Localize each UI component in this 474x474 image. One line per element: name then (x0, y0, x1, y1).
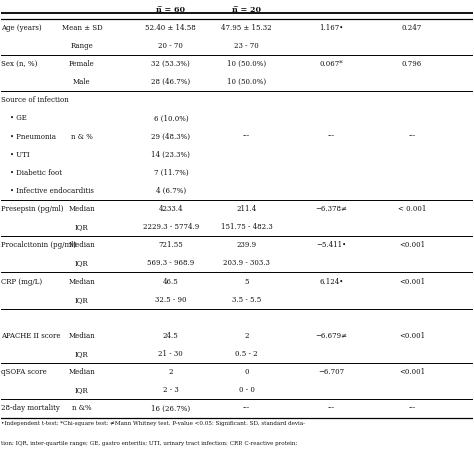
Text: Median: Median (69, 278, 95, 285)
Text: n̅ = 20: n̅ = 20 (232, 6, 261, 14)
Text: Range: Range (71, 42, 93, 50)
Text: tion; IQR, inter-quartile range; GE, gastro enteritis; UTI, urinary tract infect: tion; IQR, inter-quartile range; GE, gas… (0, 441, 297, 446)
Text: qSOFA score: qSOFA score (1, 368, 47, 376)
Text: −6.707: −6.707 (319, 368, 345, 376)
Text: 28-day mortality: 28-day mortality (1, 404, 60, 412)
Text: 4233.4: 4233.4 (159, 205, 183, 213)
Text: 0: 0 (244, 368, 249, 376)
Text: ---: --- (243, 133, 250, 140)
Text: Female: Female (69, 60, 95, 68)
Text: 3.5 - 5.5: 3.5 - 5.5 (232, 296, 261, 304)
Text: ---: --- (408, 133, 415, 140)
Text: n &%: n &% (72, 404, 92, 412)
Text: • Pneumonia: • Pneumonia (9, 133, 55, 140)
Text: ---: --- (408, 404, 415, 412)
Text: • GE: • GE (9, 114, 27, 122)
Text: 6.124•: 6.124• (319, 278, 344, 285)
Text: 46.5: 46.5 (163, 278, 179, 285)
Text: • Diabetic foot: • Diabetic foot (9, 169, 62, 177)
Text: 14 (23.3%): 14 (23.3%) (151, 151, 190, 159)
Text: Median: Median (69, 332, 95, 340)
Text: 24.5: 24.5 (163, 332, 179, 340)
Text: IQR: IQR (75, 350, 89, 358)
Text: 0.5 - 2: 0.5 - 2 (235, 350, 258, 358)
Text: IQR: IQR (75, 386, 89, 394)
Text: 2: 2 (244, 332, 249, 340)
Text: 0.796: 0.796 (402, 60, 422, 68)
Text: IQR: IQR (75, 296, 89, 304)
Text: Median: Median (69, 205, 95, 213)
Text: 569.3 - 968.9: 569.3 - 968.9 (147, 259, 194, 267)
Text: ---: --- (328, 404, 335, 412)
Text: CRP (mg/L): CRP (mg/L) (1, 278, 42, 285)
Text: 47.95 ± 15.32: 47.95 ± 15.32 (221, 24, 272, 32)
Text: <0.001: <0.001 (399, 241, 425, 249)
Text: Median: Median (69, 368, 95, 376)
Text: • Infective endocarditis: • Infective endocarditis (9, 187, 93, 195)
Text: <0.001: <0.001 (399, 368, 425, 376)
Text: 10 (50.0%): 10 (50.0%) (227, 60, 266, 68)
Text: 203.9 - 303.3: 203.9 - 303.3 (223, 259, 270, 267)
Text: n & %: n & % (71, 133, 93, 140)
Text: 16 (26.7%): 16 (26.7%) (151, 404, 191, 412)
Text: Median: Median (69, 241, 95, 249)
Text: 2: 2 (169, 368, 173, 376)
Text: 0 - 0: 0 - 0 (238, 386, 255, 394)
Text: • UTI: • UTI (9, 151, 29, 159)
Text: −6.679≠: −6.679≠ (316, 332, 347, 340)
Text: 4 (6.7%): 4 (6.7%) (156, 187, 186, 195)
Text: 29 (48.3%): 29 (48.3%) (151, 133, 191, 140)
Text: •Independent t-test; *Chi-square test; ≠Mann Whitney test. P-value <0.05: Signif: •Independent t-test; *Chi-square test; ≠… (0, 421, 305, 426)
Text: ---: --- (328, 133, 335, 140)
Text: −6.378≠: −6.378≠ (316, 205, 347, 213)
Text: IQR: IQR (75, 223, 89, 231)
Text: 52.40 ± 14.58: 52.40 ± 14.58 (146, 24, 196, 32)
Text: < 0.001: < 0.001 (398, 205, 426, 213)
Text: n̅ = 60: n̅ = 60 (156, 6, 185, 14)
Text: 28 (46.7%): 28 (46.7%) (151, 78, 191, 86)
Text: Source of infection: Source of infection (1, 96, 69, 104)
Text: 32 (53.3%): 32 (53.3%) (152, 60, 190, 68)
Text: Mean ± SD: Mean ± SD (62, 24, 102, 32)
Text: 2229.3 - 5774.9: 2229.3 - 5774.9 (143, 223, 199, 231)
Text: 0.067*: 0.067* (319, 60, 343, 68)
Text: IQR: IQR (75, 259, 89, 267)
Text: 151.75 - 482.3: 151.75 - 482.3 (220, 223, 273, 231)
Text: 23 - 70: 23 - 70 (234, 42, 259, 50)
Text: <0.001: <0.001 (399, 332, 425, 340)
Text: 239.9: 239.9 (237, 241, 256, 249)
Text: <0.001: <0.001 (399, 278, 425, 285)
Text: 20 - 70: 20 - 70 (158, 42, 183, 50)
Text: ---: --- (243, 404, 250, 412)
Text: Procalcitonin (pg/ml): Procalcitonin (pg/ml) (1, 241, 76, 249)
Text: 211.4: 211.4 (237, 205, 256, 213)
Text: −5.411•: −5.411• (317, 241, 346, 249)
Text: 6 (10.0%): 6 (10.0%) (154, 114, 188, 122)
Text: 1.167•: 1.167• (319, 24, 344, 32)
Text: 721.55: 721.55 (158, 241, 183, 249)
Text: 7 (11.7%): 7 (11.7%) (154, 169, 188, 177)
Text: Sex (n, %): Sex (n, %) (1, 60, 37, 68)
Text: 0.247: 0.247 (402, 24, 422, 32)
Text: 2 - 3: 2 - 3 (163, 386, 179, 394)
Text: 21 - 30: 21 - 30 (158, 350, 183, 358)
Text: Presepsin (pg/ml): Presepsin (pg/ml) (1, 205, 64, 213)
Text: 32.5 - 90: 32.5 - 90 (155, 296, 187, 304)
Text: 5: 5 (244, 278, 249, 285)
Text: 10 (50.0%): 10 (50.0%) (227, 78, 266, 86)
Text: Age (years): Age (years) (1, 24, 42, 32)
Text: APACHE II score: APACHE II score (1, 332, 61, 340)
Text: Male: Male (73, 78, 91, 86)
